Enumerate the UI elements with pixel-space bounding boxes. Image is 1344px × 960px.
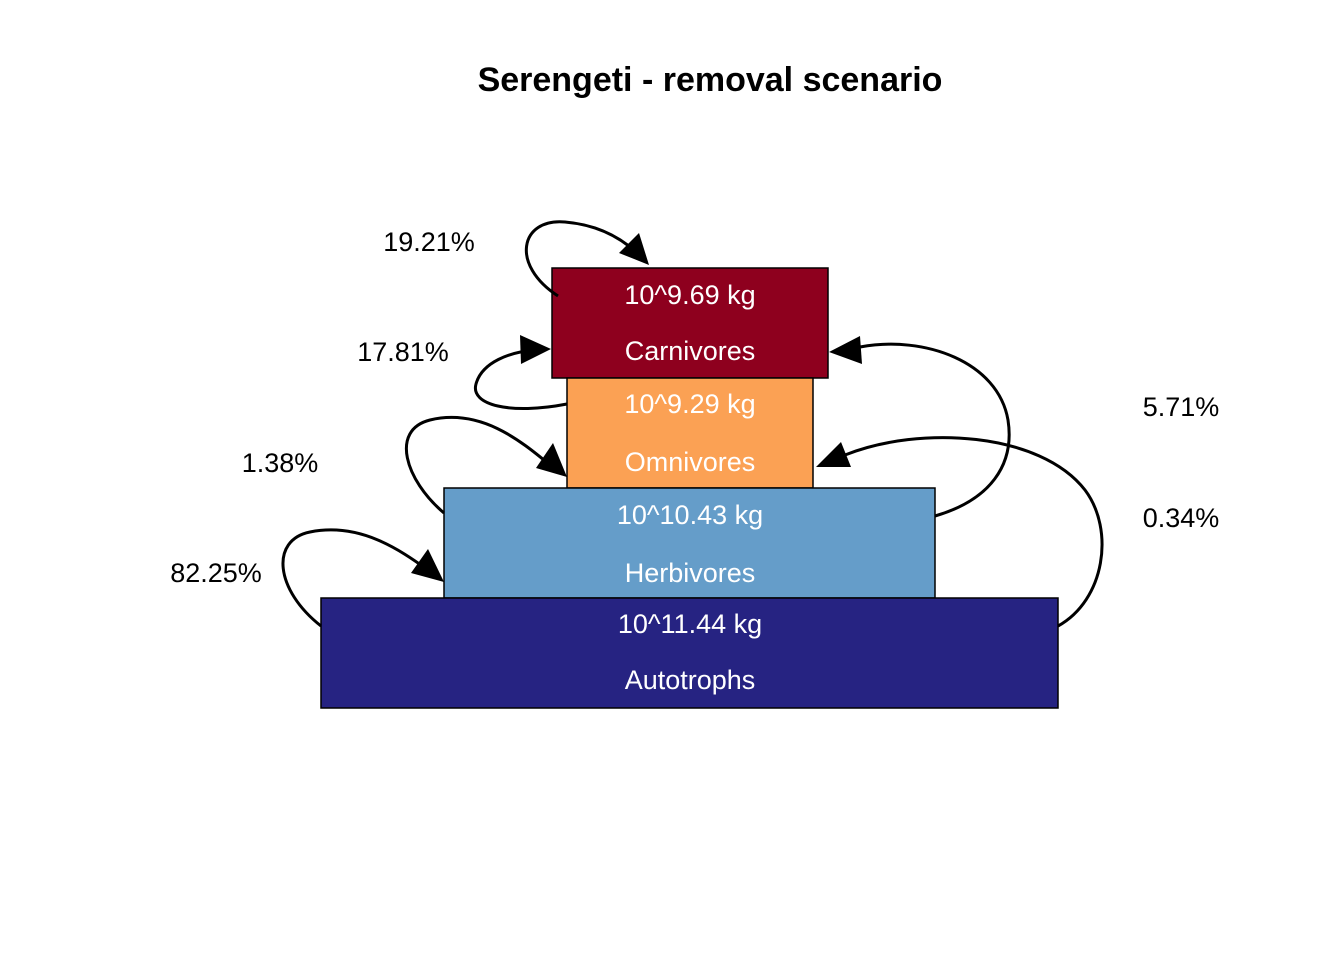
herbivores-biomass: 10^10.43 kg bbox=[617, 500, 763, 530]
flow-herbivores-to-carnivores-right bbox=[829, 336, 1011, 518]
flow-label-17-81: 17.81% bbox=[357, 337, 449, 367]
autotrophs-label: Autotrophs bbox=[625, 665, 756, 695]
diagram-title: Serengeti - removal scenario bbox=[478, 61, 943, 99]
autotrophs-box bbox=[320, 597, 1059, 709]
flow-autotrophs-to-herbivores bbox=[281, 528, 444, 628]
omnivores-label: Omnivores bbox=[625, 447, 756, 477]
flow-herbivores-to-omnivores bbox=[404, 415, 567, 515]
carnivores-label: Carnivores bbox=[625, 336, 756, 366]
flow-autotrophs-to-omnivores bbox=[816, 436, 1104, 628]
flow-herbivores-to-carnivores-left bbox=[473, 335, 568, 410]
autotrophs-biomass: 10^11.44 kg bbox=[618, 609, 762, 639]
flow-label-19-21: 19.21% bbox=[383, 227, 475, 257]
omnivores-biomass: 10^9.29 kg bbox=[624, 389, 755, 419]
omnivores-box bbox=[566, 377, 814, 489]
herbivores-label: Herbivores bbox=[625, 558, 756, 588]
flow-label-82-25: 82.25% bbox=[170, 558, 262, 588]
flow-label-1-38: 1.38% bbox=[242, 448, 319, 478]
herbivores-box bbox=[443, 487, 936, 599]
flow-label-5-71: 5.71% bbox=[1143, 392, 1220, 422]
carnivores-biomass: 10^9.69 kg bbox=[624, 280, 755, 310]
flow-omnivores-to-carnivores bbox=[524, 220, 649, 298]
carnivores-box bbox=[551, 267, 829, 379]
flow-label-0-34: 0.34% bbox=[1143, 503, 1220, 533]
